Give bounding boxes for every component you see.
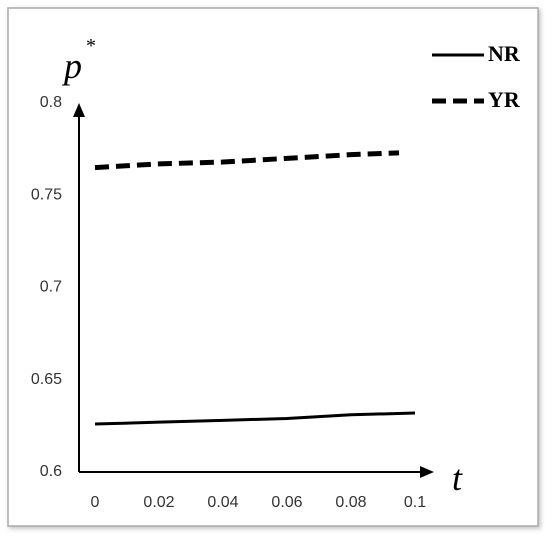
x-tick-label: 0 bbox=[91, 494, 100, 511]
x-tick-label: 0.02 bbox=[143, 494, 174, 511]
series-line bbox=[94, 150, 400, 171]
x-tick-label: 0.04 bbox=[207, 494, 238, 511]
x-tick-label: 0.08 bbox=[335, 494, 366, 511]
x-tick-label: 0.06 bbox=[271, 494, 302, 511]
frame bbox=[7, 7, 539, 527]
y-tick-label: 0.6 bbox=[40, 463, 62, 480]
y-axis-arrow bbox=[73, 103, 85, 117]
y-tick-label: 0.8 bbox=[40, 94, 62, 111]
x-axis-arrow bbox=[420, 466, 434, 478]
series-line bbox=[94, 411, 416, 426]
y-axis-label-superscript: * bbox=[86, 35, 96, 57]
legend-label: YR bbox=[488, 87, 521, 112]
x-axis-label: t bbox=[452, 458, 463, 498]
y-tick-label: 0.75 bbox=[31, 186, 62, 203]
legend-label: NR bbox=[488, 41, 521, 66]
y-tick-label: 0.65 bbox=[31, 371, 62, 388]
x-tick-label: 0.1 bbox=[404, 494, 426, 511]
y-axis-label: p bbox=[61, 46, 82, 86]
y-tick-label: 0.7 bbox=[40, 279, 62, 296]
